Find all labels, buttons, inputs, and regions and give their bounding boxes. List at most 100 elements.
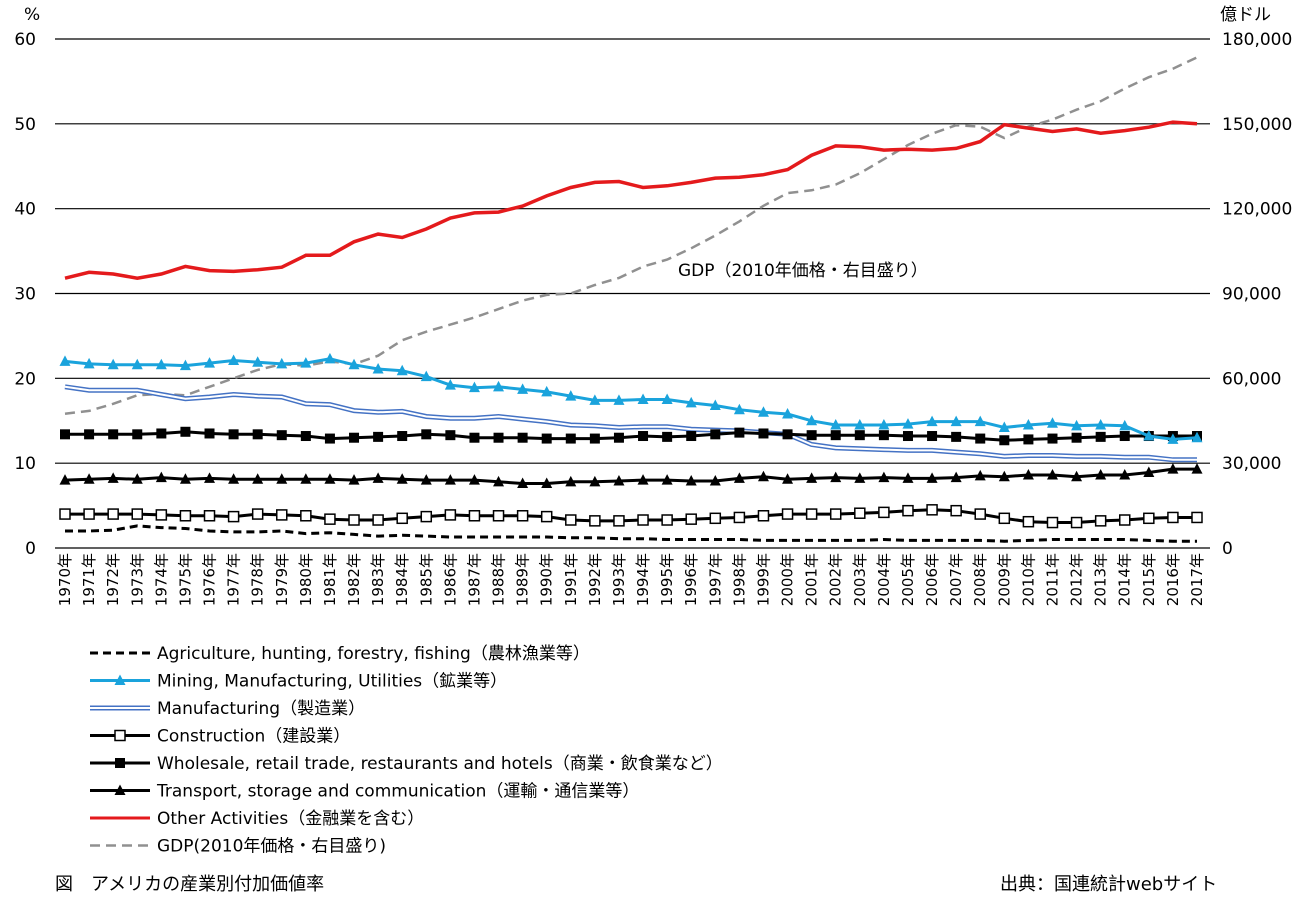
y-left-tick-label: 0 xyxy=(25,539,36,559)
data-point xyxy=(300,473,312,484)
y-right-tick-label: 60,000 xyxy=(1222,369,1281,389)
data-point xyxy=(300,357,312,368)
data-point xyxy=(179,473,191,484)
data-point xyxy=(1119,431,1130,442)
data-point xyxy=(228,473,240,484)
data-point xyxy=(420,474,432,485)
legend-label: Other Activities（金融業を含む） xyxy=(157,809,424,829)
data-point xyxy=(541,433,552,444)
data-point xyxy=(300,431,311,442)
data-point xyxy=(1167,433,1179,444)
data-point xyxy=(902,418,914,429)
x-tick-label: 2011年 xyxy=(1043,553,1061,606)
data-point xyxy=(1118,514,1131,526)
data-point xyxy=(927,431,938,442)
data-point xyxy=(757,510,770,522)
data-point xyxy=(1143,430,1155,441)
data-point xyxy=(324,513,336,525)
y-left-tick-label: 60 xyxy=(14,30,36,50)
chart: 0 10 20 30 40 50 60 0 30,000 60,000 90,000 120,000… xyxy=(14,5,1292,857)
data-point xyxy=(131,508,144,520)
data-point xyxy=(878,430,889,441)
y-right-tick-label: 0 xyxy=(1222,539,1233,559)
data-point xyxy=(878,418,890,430)
data-point xyxy=(83,357,95,369)
x-tick-label: 1996年 xyxy=(682,553,700,606)
data-point xyxy=(661,393,673,405)
data-point xyxy=(155,471,167,483)
series-line-inner xyxy=(64,385,1197,461)
data-point xyxy=(1070,516,1083,529)
data-point xyxy=(444,474,456,485)
x-tick-label: 1990年 xyxy=(538,553,556,606)
data-point xyxy=(685,474,697,486)
data-point xyxy=(180,426,191,437)
series-line xyxy=(64,120,1198,280)
legend-item: Wholesale, retail trade, restaurants and… xyxy=(90,754,723,774)
legend-label: Mining, Manufacturing, Utilities（鉱業等） xyxy=(157,672,507,692)
y-left-tick-label: 40 xyxy=(14,200,36,220)
data-point xyxy=(468,510,481,522)
data-point xyxy=(830,471,842,483)
data-point xyxy=(637,474,649,485)
data-point xyxy=(951,431,962,442)
data-point xyxy=(179,359,191,371)
data-point xyxy=(1046,417,1058,428)
legend-marker xyxy=(115,758,125,768)
data-point xyxy=(1046,469,1058,480)
data-point xyxy=(638,431,649,442)
data-point xyxy=(372,514,384,526)
x-tick-label: 1998年 xyxy=(730,553,748,606)
data-point xyxy=(348,514,360,526)
data-point xyxy=(493,380,505,392)
data-point xyxy=(469,432,480,443)
data-point xyxy=(950,471,962,483)
y-right-tick-label: 90,000 xyxy=(1222,285,1281,305)
legend-item: Other Activities（金融業を含む） xyxy=(90,809,424,829)
x-tick-label: 2008年 xyxy=(971,553,989,606)
data-point xyxy=(565,514,577,526)
legend-item: Manufacturing（製造業） xyxy=(90,699,365,719)
y-right-tick-label: 150,000 xyxy=(1222,115,1292,135)
data-point xyxy=(228,354,240,366)
data-point xyxy=(84,429,95,440)
data-point xyxy=(131,358,143,370)
data-point xyxy=(1143,512,1155,525)
data-point xyxy=(589,475,601,487)
data-point xyxy=(493,432,504,443)
x-tick-label: 1971年 xyxy=(80,553,98,606)
series-0 xyxy=(65,524,1197,543)
series-5 xyxy=(59,463,1203,489)
data-point xyxy=(829,508,842,520)
data-point xyxy=(1191,431,1203,443)
x-tick-label: 1983年 xyxy=(369,553,387,606)
x-tick-label: 2009年 xyxy=(995,553,1013,606)
data-point xyxy=(1095,469,1107,480)
data-point xyxy=(782,429,793,440)
series-2 xyxy=(64,384,1197,463)
series-4 xyxy=(60,426,1202,446)
y-axis-right-label: 億ドル xyxy=(1220,5,1271,25)
x-tick-label: 2012年 xyxy=(1068,553,1086,606)
data-point xyxy=(517,432,528,443)
data-point xyxy=(276,357,288,369)
x-tick-label: 1984年 xyxy=(393,553,411,606)
x-tick-label: 1977年 xyxy=(225,553,243,606)
data-point xyxy=(445,430,456,441)
x-tick-label: 1992年 xyxy=(586,553,604,606)
data-point xyxy=(155,358,167,370)
legend-marker xyxy=(114,784,126,795)
data-point xyxy=(709,474,721,486)
series-1 xyxy=(59,352,1203,444)
x-tick-label: 1991年 xyxy=(562,553,580,606)
x-tick-label: 1976年 xyxy=(201,553,219,606)
y-axis-right: 0 30,000 60,000 90,000 120,000 150,000 180,000 xyxy=(1222,30,1292,559)
x-tick-label: 1980年 xyxy=(297,553,315,606)
data-point xyxy=(444,379,456,390)
data-point xyxy=(252,429,263,440)
data-point xyxy=(854,507,866,519)
x-tick-label: 2004年 xyxy=(875,553,893,606)
data-point xyxy=(1191,463,1203,474)
data-point xyxy=(156,428,167,439)
data-point xyxy=(540,510,553,523)
